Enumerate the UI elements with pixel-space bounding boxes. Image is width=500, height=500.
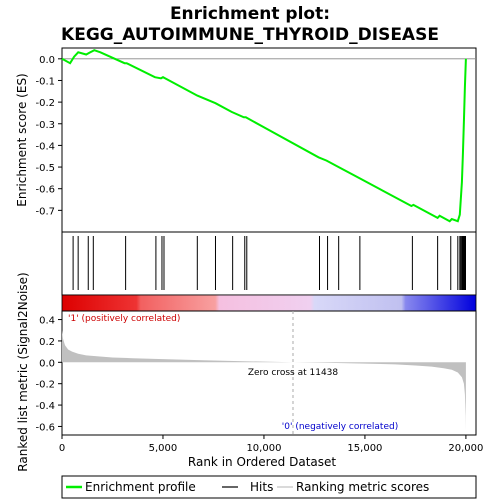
x-tick-label: 20,000 bbox=[448, 443, 483, 454]
metric-y-ticks: 0.4 0.2 0.0 -0.2 -0.4 -0.6 bbox=[35, 316, 62, 434]
es-y-tick-label: -0.3 bbox=[35, 120, 55, 131]
metric-y-tick-label: -0.4 bbox=[35, 401, 55, 412]
metric-y-tick-label: 0.2 bbox=[39, 337, 55, 348]
legend-label-enrichment-profile: Enrichment profile bbox=[85, 480, 196, 494]
es-y-tick-label: -0.4 bbox=[35, 141, 55, 152]
es-y-tick-label: -0.6 bbox=[35, 185, 55, 196]
es-y-tick-label: -0.7 bbox=[35, 206, 55, 217]
es-y-tick-label: -0.1 bbox=[35, 76, 55, 87]
legend-label-hits: Hits bbox=[250, 480, 273, 494]
metric-y-tick-label: -0.2 bbox=[35, 380, 55, 391]
negative-correlation-label: '0' (negatively correlated) bbox=[282, 422, 398, 432]
metric-y-axis-label: Ranked list metric (Signal2Noise) bbox=[16, 272, 30, 471]
es-y-tick-label: -0.5 bbox=[35, 163, 55, 174]
positive-correlation-label: '1' (positively correlated) bbox=[68, 314, 180, 324]
x-tick-label: 10,000 bbox=[246, 443, 281, 454]
x-axis-ticks: 0 5,000 10,000 15,000 20,000 bbox=[59, 435, 484, 454]
metric-y-tick-label: 0.0 bbox=[39, 358, 55, 369]
zero-cross-label: Zero cross at 11438 bbox=[248, 368, 339, 378]
hits-panel bbox=[62, 232, 476, 295]
legend-label-ranking-metric: Ranking metric scores bbox=[296, 480, 429, 494]
hits-frame bbox=[62, 232, 476, 295]
metric-y-tick-label: -0.6 bbox=[35, 422, 55, 433]
chart-title: Enrichment plot: bbox=[170, 4, 330, 24]
es-panel: 0.0 -0.1 -0.2 -0.3 -0.4 -0.5 -0.6 -0.7 Enrichme… bbox=[15, 48, 476, 232]
es-y-tick-label: 0.0 bbox=[39, 55, 55, 66]
x-tick-label: 15,000 bbox=[347, 443, 382, 454]
es-y-ticks: 0.0 -0.1 -0.2 -0.3 -0.4 -0.5 -0.6 -0.7 bbox=[35, 55, 62, 218]
ranked-list-color-bar bbox=[62, 295, 476, 311]
es-y-tick-label: -0.2 bbox=[35, 98, 55, 109]
legend: Enrichment profile Hits Ranking metric s… bbox=[62, 476, 476, 498]
metric-y-tick-label: 0.4 bbox=[39, 316, 55, 327]
x-tick-label: 0 bbox=[59, 443, 65, 454]
x-axis-label: Rank in Ordered Dataset bbox=[188, 455, 336, 469]
chart-subtitle: KEGG_AUTOIMMUNE_THYROID_DISEASE bbox=[61, 25, 439, 45]
es-y-axis-label: Enrichment score (ES) bbox=[15, 73, 29, 206]
x-tick-label: 5,000 bbox=[149, 443, 178, 454]
